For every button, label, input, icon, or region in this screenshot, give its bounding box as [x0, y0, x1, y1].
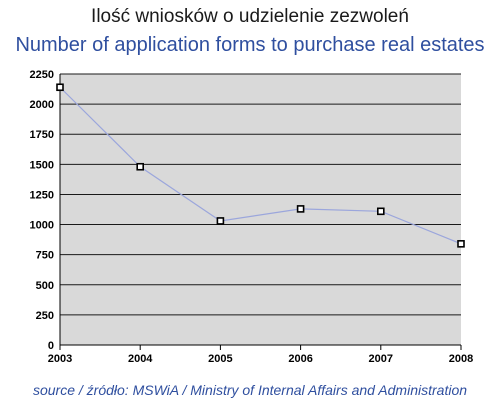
y-tick-label: 1250 [30, 189, 54, 201]
data-point-marker [56, 83, 64, 92]
y-tick-label: 750 [36, 250, 54, 262]
y-tick-label: 1750 [30, 129, 54, 141]
data-point-marker [296, 205, 305, 213]
y-tick-label: 0 [48, 340, 54, 352]
data-point-marker [216, 217, 225, 225]
source-note: source / źródło: MSWiA / Ministry of Int… [32, 382, 468, 398]
chart-title-english: Number of application forms to purchase … [15, 34, 485, 56]
x-tick-label: 2006 [288, 353, 312, 365]
data-point-marker [376, 207, 385, 216]
x-tick-label: 2005 [208, 353, 232, 365]
data-point-marker [457, 240, 465, 248]
chart-title-polish: Ilość wniosków o udzielenie zezwoleń [91, 6, 409, 27]
series-line [59, 86, 462, 245]
y-tick-label: 2250 [30, 69, 54, 81]
y-tick-label: 1500 [30, 159, 54, 171]
y-tick-label: 2000 [30, 99, 54, 111]
y-tick-label: 250 [36, 310, 54, 322]
x-tick-label: 2004 [128, 353, 153, 365]
x-tick-label: 2008 [449, 353, 473, 365]
x-tick-label: 2007 [369, 353, 393, 365]
y-tick-label: 500 [36, 280, 54, 292]
data-point-marker [136, 162, 144, 171]
y-tick-label: 1000 [30, 220, 54, 232]
plot-area [60, 74, 461, 345]
x-tick-label: 2003 [48, 353, 72, 365]
